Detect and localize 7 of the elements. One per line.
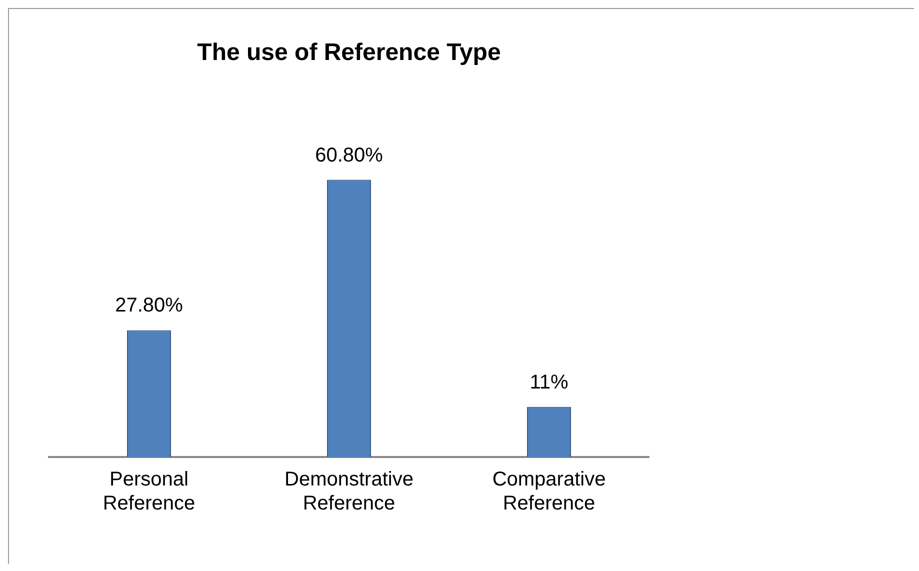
x-tick-label: Demonstrative Reference [284, 468, 414, 515]
x-tick-label: Personal Reference [102, 468, 196, 515]
data-label: 60.80% [315, 144, 384, 166]
x-tick-label: Comparative Reference [492, 468, 606, 515]
data-label: 11% [530, 371, 568, 394]
data-label: 27.80% [115, 294, 184, 317]
chart-title: The use of Reference Type [197, 39, 501, 66]
